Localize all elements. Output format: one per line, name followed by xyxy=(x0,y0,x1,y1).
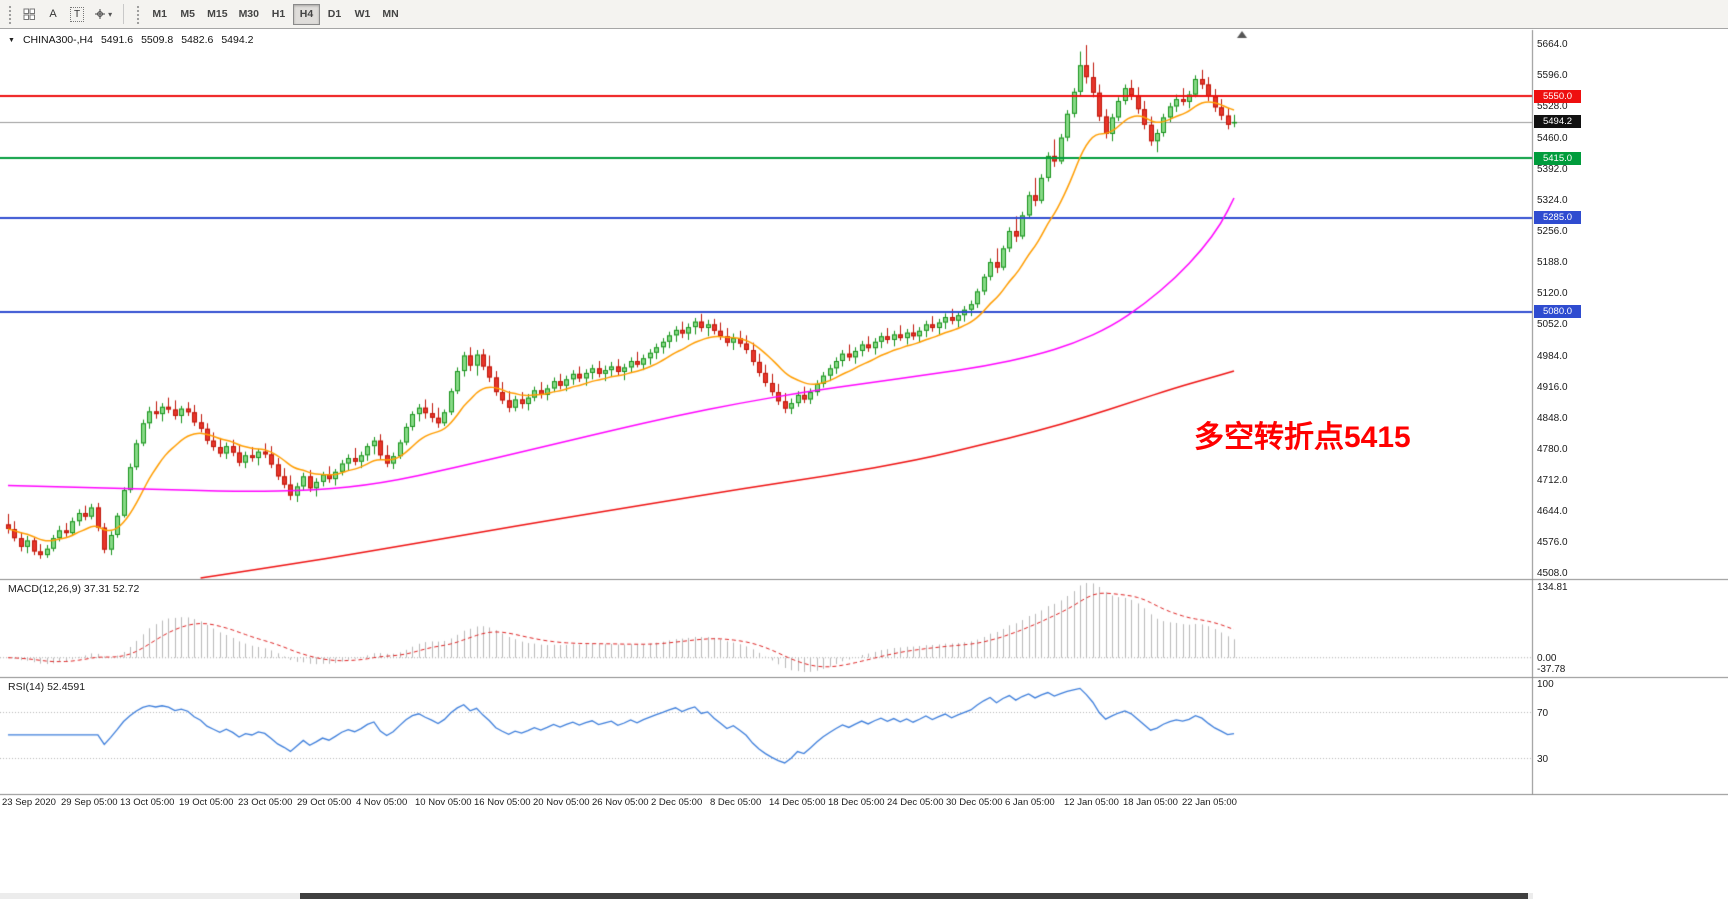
price-axis-label: 5596.0 xyxy=(1537,70,1568,82)
price-axis-label: 4644.0 xyxy=(1537,506,1568,518)
price-axis-label: 5120.0 xyxy=(1537,288,1568,300)
main-toolbar: A T ▾ M1 M5 M15 M30 H1 H4 D1 W1 MN xyxy=(0,0,1728,29)
rsi-axis-label: 100 xyxy=(1537,679,1554,690)
horizontal-scrollbar-track[interactable] xyxy=(0,893,1533,899)
price-axis-label: 4508.0 xyxy=(1537,568,1568,580)
crosshair-tool-button[interactable]: ▾ xyxy=(90,3,116,25)
rsi-indicator-label: RSI(14) 52.4591 xyxy=(8,681,86,693)
time-axis-label: 13 Oct 05:00 xyxy=(120,797,175,808)
price-annotation[interactable]: 多空转折点5415 xyxy=(1194,421,1411,454)
timeframe-button-m1[interactable]: M1 xyxy=(146,4,173,25)
price-tag-5494.2[interactable]: 5494.2 xyxy=(1534,115,1581,129)
charts-grid-button[interactable] xyxy=(18,3,40,25)
rsi-axis-label: 70 xyxy=(1537,707,1549,719)
price-axis-label: 4984.0 xyxy=(1537,350,1568,362)
time-axis-label: 2 Dec 05:00 xyxy=(651,797,703,808)
time-axis-label: 4 Nov 05:00 xyxy=(356,797,408,808)
time-axis-label: 10 Nov 05:00 xyxy=(415,797,472,808)
time-axis-label: 16 Nov 05:00 xyxy=(474,797,531,808)
ohlc-high: 5509.8 xyxy=(141,34,174,46)
price-tag-5550.0[interactable]: 5550.0 xyxy=(1534,89,1581,103)
price-axis-label: 5052.0 xyxy=(1537,319,1568,331)
time-axis-label: 29 Sep 05:00 xyxy=(61,797,118,808)
time-axis-label: 6 Jan 05:00 xyxy=(1005,797,1055,808)
chevron-down-icon: ▾ xyxy=(108,9,113,19)
time-axis-label: 23 Sep 2020 xyxy=(2,797,56,808)
time-axis-label: 26 Nov 05:00 xyxy=(592,797,649,808)
time-axis-label: 23 Oct 05:00 xyxy=(238,797,293,808)
timeframe-button-m30[interactable]: M30 xyxy=(234,4,264,25)
price-axis-label: 4848.0 xyxy=(1537,412,1568,424)
timeframe-button-h4[interactable]: H4 xyxy=(293,3,320,25)
symbol-info: ▼ CHINA300-,H4 5491.6 5509.8 5482.6 5494… xyxy=(8,34,253,46)
price-axis-label: 5528.0 xyxy=(1537,101,1568,113)
timeframe-button-h1[interactable]: H1 xyxy=(265,4,292,25)
price-axis-label: 5392.0 xyxy=(1537,163,1568,175)
timeframe-button-m5[interactable]: M5 xyxy=(174,4,201,25)
price-tag-5415.0[interactable]: 5415.0 xyxy=(1534,151,1581,165)
macd-indicator-label: MACD(12,26,9) 37.31 52.72 xyxy=(8,583,140,595)
price-axis-label: 5460.0 xyxy=(1537,132,1568,144)
price-axis-label: 4916.0 xyxy=(1537,381,1568,393)
time-axis-label: 12 Jan 05:00 xyxy=(1064,797,1119,808)
price-tag-5285.0[interactable]: 5285.0 xyxy=(1534,211,1581,225)
ohlc-close: 5494.2 xyxy=(221,34,254,46)
ohlc-open: 5491.6 xyxy=(100,34,134,46)
macd-axis-label: 134.81 xyxy=(1537,582,1568,593)
time-axis-label: 29 Oct 05:00 xyxy=(297,797,352,808)
price-axis-label: 5664.0 xyxy=(1537,39,1568,51)
timeframe-button-m15[interactable]: M15 xyxy=(202,4,232,25)
text-label-icon: A xyxy=(49,8,57,20)
charts-grid-icon xyxy=(23,8,35,20)
timeframe-button-d1[interactable]: D1 xyxy=(321,4,348,25)
toolbar-grip[interactable] xyxy=(7,4,12,24)
macd-axis-label: 0.00 xyxy=(1537,652,1557,664)
price-tag-5080.0[interactable]: 5080.0 xyxy=(1534,305,1581,319)
timeframe-button-mn[interactable]: MN xyxy=(377,4,404,25)
toolbar-separator xyxy=(123,4,125,24)
timeframe-button-w1[interactable]: W1 xyxy=(349,4,376,25)
time-axis-label: 8 Dec 05:00 xyxy=(710,797,762,808)
price-axis-label: 4780.0 xyxy=(1537,443,1568,455)
time-axis-label: 20 Nov 05:00 xyxy=(533,797,590,808)
symbol-timeframe-label: CHINA300-,H4 xyxy=(22,34,93,46)
rsi-axis-label: 30 xyxy=(1537,753,1549,765)
price-axis-label: 4712.0 xyxy=(1537,475,1568,487)
macd-axis-label: -37.78 xyxy=(1537,664,1566,675)
price-axis-label: 5256.0 xyxy=(1537,225,1568,237)
time-axis-label: 22 Jan 05:00 xyxy=(1182,797,1237,808)
price-axis-label: 4576.0 xyxy=(1537,537,1568,549)
time-axis-label: 30 Dec 05:00 xyxy=(946,797,1003,808)
symbol-info-expander-icon[interactable]: ▼ xyxy=(8,36,15,44)
timeframe-toolbar: M1 M5 M15 M30 H1 H4 D1 W1 MN xyxy=(146,3,404,25)
time-axis-label: 14 Dec 05:00 xyxy=(769,797,826,808)
time-axis-label: 24 Dec 05:00 xyxy=(887,797,944,808)
text-box-icon: T xyxy=(70,6,85,22)
timeframe-toolbar-grip[interactable] xyxy=(135,4,141,24)
horizontal-scrollbar-thumb[interactable] xyxy=(300,893,1528,899)
text-label-tool-button[interactable]: A xyxy=(42,3,64,25)
time-axis-label: 19 Oct 05:00 xyxy=(179,797,234,808)
time-axis-label: 18 Jan 05:00 xyxy=(1123,797,1178,808)
ohlc-low: 5482.6 xyxy=(181,34,214,46)
text-box-tool-button[interactable]: T xyxy=(66,3,88,25)
price-axis-label: 5324.0 xyxy=(1537,194,1568,206)
time-axis-label: 18 Dec 05:00 xyxy=(828,797,885,808)
price-axis-label: 5188.0 xyxy=(1537,257,1568,269)
crosshair-icon xyxy=(95,9,106,19)
